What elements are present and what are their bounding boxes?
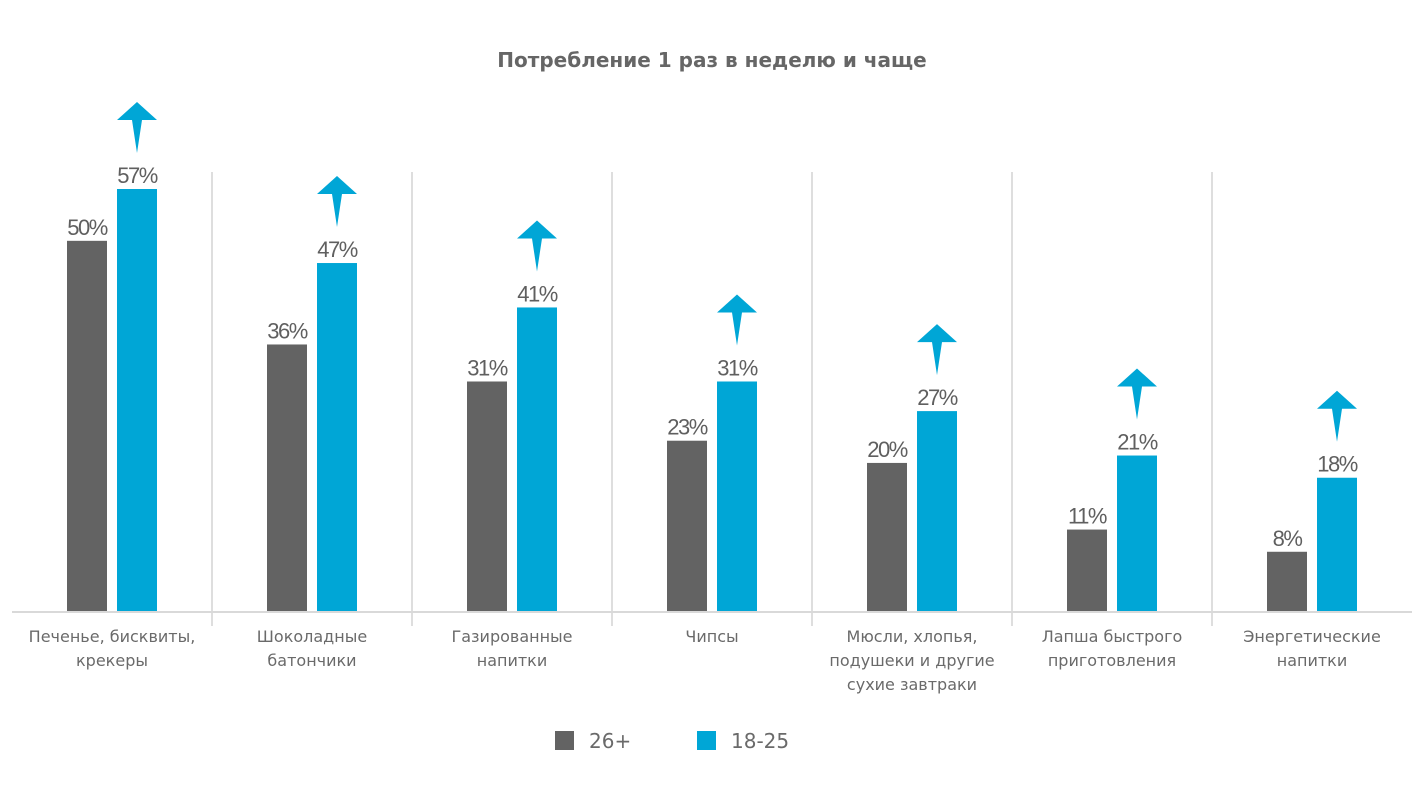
- value-label: 27%: [917, 385, 957, 410]
- category-label: приготовления: [1048, 651, 1176, 670]
- up-arrow-icon: [917, 324, 957, 376]
- category-label: сухие завтраки: [847, 675, 977, 694]
- bar-26+-5: [1067, 529, 1107, 611]
- value-label: 41%: [517, 281, 557, 306]
- bar-18-25-1: [317, 263, 357, 611]
- up-arrows: [117, 102, 1357, 442]
- value-label: 8%: [1273, 526, 1303, 551]
- value-label: 36%: [267, 318, 307, 343]
- bar-18-25-5: [1117, 455, 1157, 611]
- category-label: Газированные: [451, 627, 572, 646]
- legend-swatch-18-25: [697, 731, 716, 750]
- category-label: Печенье, бисквиты,: [29, 627, 196, 646]
- chart-title: Потребление 1 раз в неделю и чаще: [497, 48, 926, 72]
- bar-18-25-3: [717, 381, 757, 611]
- value-label: 31%: [717, 355, 757, 380]
- bar-18-25-0: [117, 189, 157, 611]
- up-arrow-icon: [117, 102, 157, 153]
- up-arrow-icon: [517, 220, 557, 272]
- bar-26+-4: [867, 462, 907, 611]
- up-arrow-icon: [717, 294, 757, 346]
- bar-26+-3: [667, 440, 707, 611]
- bar-26+-1: [267, 344, 307, 611]
- value-label: 23%: [667, 415, 707, 440]
- value-label: 21%: [1117, 430, 1157, 455]
- up-arrow-icon: [1117, 368, 1157, 420]
- category-label: подушеки и другие: [829, 651, 994, 670]
- up-arrow-icon: [317, 176, 357, 228]
- legend-swatch-26+: [555, 731, 574, 750]
- category-label: Шоколадные: [257, 627, 367, 646]
- category-label: Лапша быстрого: [1042, 627, 1183, 646]
- bars: [67, 189, 1357, 611]
- bar-18-25-4: [917, 411, 957, 611]
- category-label: Мюсли, хлопья,: [847, 627, 978, 646]
- group-dividers: [211, 172, 1213, 626]
- bar-26+-6: [1267, 551, 1307, 611]
- legend-label: 18-25: [731, 729, 789, 753]
- category-label: Чипсы: [685, 627, 738, 646]
- up-arrow-icon: [1317, 390, 1357, 442]
- bar-18-25-6: [1317, 477, 1357, 611]
- category-label: напитки: [477, 651, 548, 670]
- category-label: батончики: [267, 651, 356, 670]
- value-label: 50%: [67, 215, 107, 240]
- value-label: 18%: [1317, 452, 1357, 477]
- value-label: 47%: [317, 237, 357, 262]
- bar-26+-0: [67, 240, 107, 611]
- value-label: 57%: [117, 163, 157, 188]
- category-label: напитки: [1277, 651, 1348, 670]
- value-label: 20%: [867, 437, 907, 462]
- category-label: крекеры: [76, 651, 148, 670]
- bar-26+-2: [467, 381, 507, 611]
- value-labels: 50% 36% 31% 23% 20% 11% 8% 57% 47% 41% 31% 27% 21% 18…: [67, 163, 1359, 551]
- legend: 26+ 18-25: [555, 729, 789, 753]
- value-label: 31%: [467, 355, 507, 380]
- bar-18-25-2: [517, 307, 557, 611]
- category-label: Энергетические: [1243, 627, 1381, 646]
- legend-label: 26+: [589, 729, 631, 753]
- value-label: 11%: [1068, 504, 1107, 529]
- category-labels: Печенье, бисквиты, крекеры Шоколадные батон…: [29, 627, 1381, 694]
